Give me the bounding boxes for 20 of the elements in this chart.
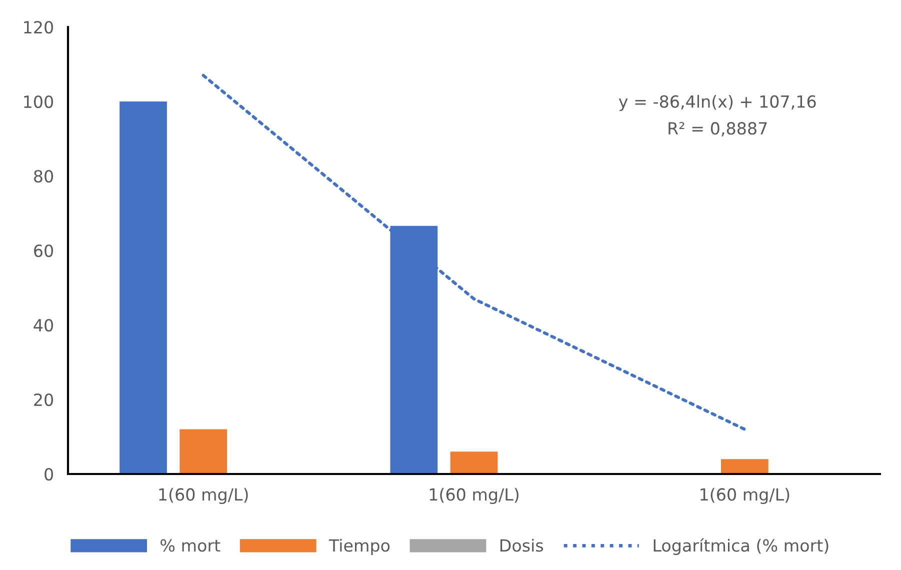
x-tick-label: 1(60 mg/L)	[430, 488, 518, 504]
bar	[120, 102, 167, 474]
y-tick-label: 100	[24, 95, 54, 108]
y-tick-label: 20	[34, 393, 54, 406]
legend-label: Tiempo	[328, 538, 390, 555]
y-tick-label: 80	[34, 170, 54, 183]
y-tick-label: 40	[34, 318, 54, 332]
legend-label: Dosis	[500, 538, 544, 552]
x-tick-label: 1(60 mg/L)	[159, 488, 248, 504]
bar	[180, 429, 228, 474]
bar	[720, 459, 768, 474]
x-tick-label: 1(60 mg/L)	[700, 488, 790, 504]
annotation: y = -86,4ln(x) + 107,16	[618, 94, 816, 112]
y-tick-label: 120	[24, 20, 54, 34]
y-tick-label: 0	[44, 468, 54, 481]
y-tick-label: 60	[34, 244, 54, 258]
legend-label: % mort	[160, 539, 220, 552]
bar	[450, 452, 498, 474]
legend-label: Logarítmica (% mort)	[654, 538, 828, 555]
annotation: R² = 0,8887	[668, 122, 767, 136]
